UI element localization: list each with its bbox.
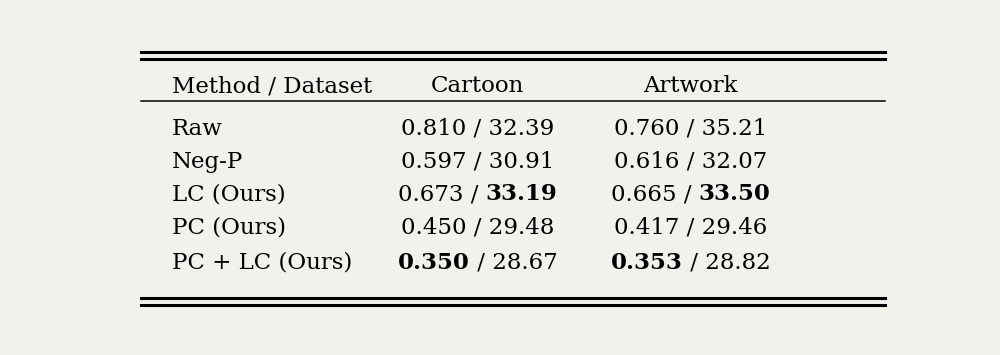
Text: Artwork: Artwork (644, 75, 738, 97)
Text: 0.417 / 29.46: 0.417 / 29.46 (614, 216, 767, 238)
Text: 0.353: 0.353 (611, 252, 683, 274)
Text: PC (Ours): PC (Ours) (172, 216, 286, 238)
Text: 0.350: 0.350 (398, 252, 470, 274)
Text: 33.19: 33.19 (486, 183, 557, 205)
Text: / 28.82: / 28.82 (683, 252, 771, 274)
Text: Raw: Raw (172, 118, 222, 140)
Text: 0.665 /: 0.665 / (611, 183, 699, 205)
Text: 0.616 / 32.07: 0.616 / 32.07 (614, 151, 767, 173)
Text: 0.450 / 29.48: 0.450 / 29.48 (401, 216, 554, 238)
Text: 33.50: 33.50 (699, 183, 771, 205)
Text: PC + LC (Ours): PC + LC (Ours) (172, 252, 352, 274)
Text: 0.597 / 30.91: 0.597 / 30.91 (401, 151, 554, 173)
Text: Method / Dataset: Method / Dataset (172, 75, 372, 97)
Text: 0.673 /: 0.673 / (398, 183, 486, 205)
Text: 0.760 / 35.21: 0.760 / 35.21 (614, 118, 767, 140)
Text: / 28.67: / 28.67 (470, 252, 557, 274)
Text: Neg-P: Neg-P (172, 151, 243, 173)
Text: LC (Ours): LC (Ours) (172, 183, 285, 205)
Text: 0.810 / 32.39: 0.810 / 32.39 (401, 118, 554, 140)
Text: Cartoon: Cartoon (431, 75, 524, 97)
